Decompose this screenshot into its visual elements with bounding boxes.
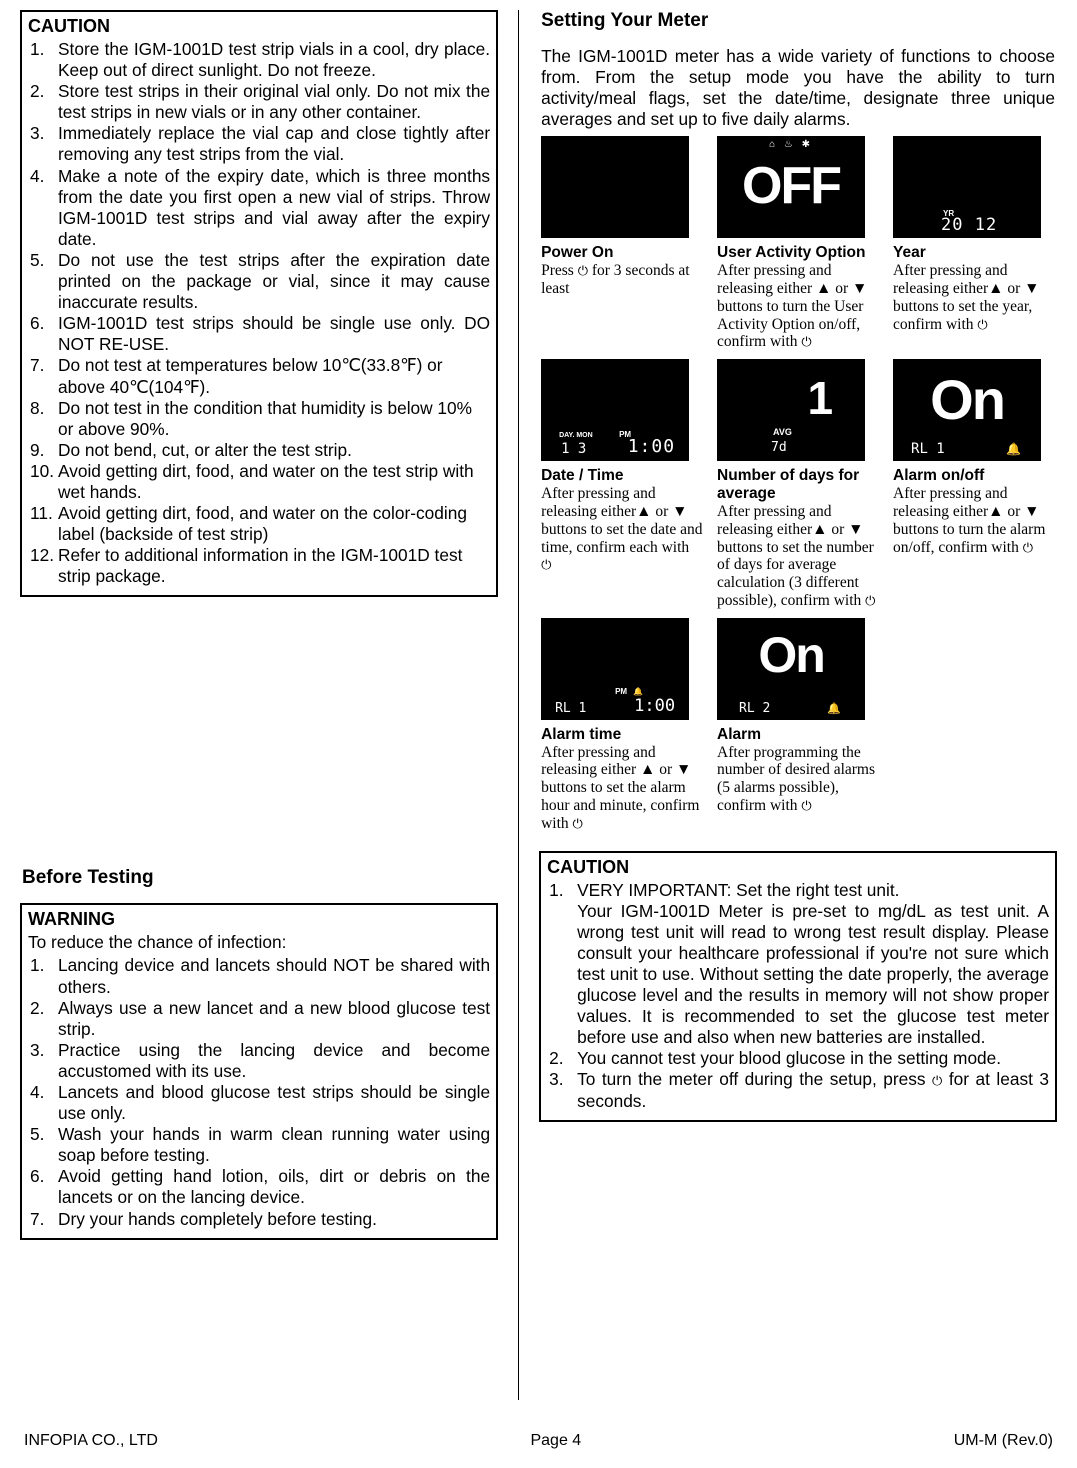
- cell-alarm-onoff: On RL 1 🔔 Alarm on/off After pressing an…: [893, 359, 1055, 610]
- screen-date-time: DAY. MON 1 3 PM 1:00: [541, 359, 689, 461]
- screens-grid: Power On Press ⏻ for 3 seconds at least …: [539, 136, 1057, 832]
- warning-item: Dry your hands completely before testing…: [58, 1209, 490, 1230]
- cell-title: Year: [893, 244, 1055, 262]
- caution-box: CAUTION 1.Store the IGM-1001D test strip…: [20, 10, 498, 597]
- left-column: CAUTION 1.Store the IGM-1001D test strip…: [20, 10, 498, 1400]
- caution2-list: 1. VERY IMPORTANT: Set the right test un…: [547, 880, 1049, 1112]
- power-icon: ⏻: [573, 816, 583, 831]
- caution-list: 1.Store the IGM-1001D test strip vials i…: [28, 39, 490, 587]
- warning-list: 1.Lancing device and lancets should NOT …: [28, 955, 490, 1229]
- caution-title: CAUTION: [28, 16, 490, 37]
- caution-item: Do not use the test strips after the exp…: [58, 250, 490, 313]
- caution2-item: You cannot test your blood glucose in th…: [577, 1048, 1049, 1069]
- warning-box: WARNING To reduce the chance of infectio…: [20, 903, 498, 1239]
- warning-item: Wash your hands in warm clean running wa…: [58, 1124, 490, 1166]
- cell-body: After pressing and releasing either▲ or …: [717, 503, 879, 610]
- caution-item: IGM-1001D test strips should be single u…: [58, 313, 490, 355]
- cell-alarm-time: PM 🔔 RL 1 1:00 Alarm time After pressing…: [541, 618, 703, 833]
- cell-body: After pressing and releasing either▲ or …: [893, 262, 1055, 333]
- warning-intro: To reduce the chance of infection:: [28, 932, 490, 953]
- caution-item: Do not bend, cut, or alter the test stri…: [58, 440, 490, 461]
- warning-item: Lancing device and lancets should NOT be…: [58, 955, 490, 997]
- cell-alarm: On RL 2 🔔 Alarm After programming the nu…: [717, 618, 879, 833]
- caution2-item: To turn the meter off during the setup, …: [577, 1069, 1049, 1111]
- power-icon: ⏻: [977, 317, 987, 332]
- caution-item: Avoid getting dirt, food, and water on t…: [58, 461, 490, 503]
- caution-item: Avoid getting dirt, food, and water on t…: [58, 503, 490, 545]
- screen-alarm-onoff: On RL 1 🔔: [893, 359, 1041, 461]
- cell-title: Number of days for average: [717, 467, 879, 503]
- cell-date-time: DAY. MON 1 3 PM 1:00 Date / Time After p…: [541, 359, 703, 610]
- right-column: Setting Your Meter The IGM-1001D meter h…: [539, 10, 1057, 1400]
- cell-body: Press ⏻ for 3 seconds at least: [541, 262, 703, 298]
- power-icon: ⏻: [541, 557, 551, 572]
- warning-item: Always use a new lancet and a new blood …: [58, 998, 490, 1040]
- cell-empty: [893, 618, 1055, 833]
- cell-title: Alarm on/off: [893, 467, 1055, 485]
- screen-power-on: [541, 136, 689, 238]
- cell-power-on: Power On Press ⏻ for 3 seconds at least: [541, 136, 703, 351]
- cell-title: User Activity Option: [717, 244, 879, 262]
- cell-days-average: 1 AVG 7d Number of days for average Afte…: [717, 359, 879, 610]
- warning-item: Avoid getting hand lotion, oils, dirt or…: [58, 1166, 490, 1208]
- screen-alarm-time: PM 🔔 RL 1 1:00: [541, 618, 689, 720]
- power-icon: ⏻: [801, 334, 811, 349]
- caution-item: Do not test in the condition that humidi…: [58, 398, 490, 440]
- footer-company: INFOPIA CO., LTD: [24, 1432, 158, 1450]
- screen-days-average: 1 AVG 7d: [717, 359, 865, 461]
- screen-user-activity: ⌂ ♨ ✱ OFF: [717, 136, 865, 238]
- caution2-box: CAUTION 1. VERY IMPORTANT: Set the right…: [539, 851, 1057, 1122]
- footer-rev: UM-M (Rev.0): [954, 1432, 1053, 1450]
- power-icon: ⏻: [578, 263, 588, 278]
- cell-body: After pressing and releasing either ▲ or…: [541, 744, 703, 833]
- column-divider: [518, 10, 519, 1400]
- setting-meter-title: Setting Your Meter: [541, 10, 1057, 32]
- before-testing-title: Before Testing: [22, 867, 498, 889]
- bell-icon: 🔔: [633, 687, 643, 696]
- page-footer: INFOPIA CO., LTD Page 4 UM-M (Rev.0): [0, 1432, 1077, 1450]
- footer-page: Page 4: [530, 1432, 581, 1450]
- caution-item: Store the IGM-1001D test strip vials in …: [58, 39, 490, 81]
- caution-item: Make a note of the expiry date, which is…: [58, 166, 490, 250]
- cell-body: After pressing and releasing either▲ or …: [893, 485, 1055, 556]
- power-icon: ⏻: [1023, 540, 1033, 555]
- cell-title: Alarm time: [541, 726, 703, 744]
- power-icon: ⏻: [801, 798, 811, 813]
- screen-year: YR 20 12: [893, 136, 1041, 238]
- bell-icon: 🔔: [1006, 442, 1021, 456]
- warning-item: Lancets and blood glucose test strips sh…: [58, 1082, 490, 1124]
- cell-title: Alarm: [717, 726, 879, 744]
- cell-user-activity: ⌂ ♨ ✱ OFF User Activity Option After pre…: [717, 136, 879, 351]
- cell-title: Power On: [541, 244, 703, 262]
- warning-item: Practice using the lancing device and be…: [58, 1040, 490, 1082]
- power-icon: ⏻: [932, 1073, 942, 1088]
- cell-body: After pressing and releasing either▲ or …: [541, 485, 703, 574]
- setting-meter-intro: The IGM-1001D meter has a wide variety o…: [539, 46, 1057, 130]
- caution-item: Immediately replace the vial cap and clo…: [58, 123, 490, 165]
- caution-item: Store test strips in their original vial…: [58, 81, 490, 123]
- screen-alarm: On RL 2 🔔: [717, 618, 865, 720]
- cell-title: Date / Time: [541, 467, 703, 485]
- power-icon: ⏻: [865, 593, 875, 608]
- warning-title: WARNING: [28, 909, 490, 930]
- cell-body: After pressing and releasing either ▲ or…: [717, 262, 879, 351]
- cell-body: After programming the number of desired …: [717, 744, 879, 815]
- caution2-title: CAUTION: [547, 857, 1049, 878]
- cell-year: YR 20 12 Year After pressing and releasi…: [893, 136, 1055, 351]
- caution2-item: VERY IMPORTANT: Set the right test unit.…: [577, 880, 1049, 1049]
- bell-icon: 🔔: [827, 702, 841, 715]
- caution-item: Do not test at temperatures below 10℃(33…: [58, 355, 490, 397]
- caution-item: Refer to additional information in the I…: [58, 545, 490, 587]
